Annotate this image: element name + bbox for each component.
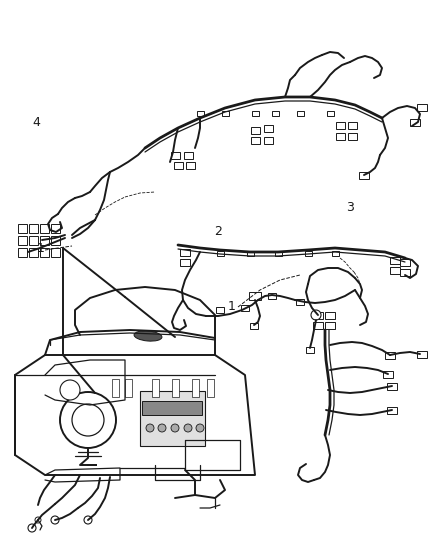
Bar bbox=[332, 251, 339, 255]
Circle shape bbox=[51, 516, 59, 524]
Circle shape bbox=[171, 424, 179, 432]
Bar bbox=[39, 236, 49, 245]
Circle shape bbox=[311, 310, 321, 320]
Bar bbox=[197, 110, 204, 116]
Bar bbox=[390, 266, 400, 273]
Bar bbox=[275, 251, 282, 255]
Circle shape bbox=[84, 516, 92, 524]
Bar bbox=[152, 379, 159, 397]
Bar bbox=[417, 351, 427, 358]
Ellipse shape bbox=[134, 331, 162, 341]
Bar bbox=[304, 251, 311, 255]
Bar bbox=[180, 259, 190, 265]
Bar bbox=[222, 110, 229, 116]
Bar bbox=[251, 136, 259, 143]
Bar bbox=[18, 247, 27, 256]
Bar bbox=[390, 256, 400, 263]
Bar bbox=[387, 407, 397, 414]
Bar bbox=[359, 172, 369, 179]
Bar bbox=[191, 379, 198, 397]
Bar bbox=[250, 323, 258, 329]
Bar bbox=[124, 379, 131, 397]
Text: 1: 1 bbox=[37, 241, 45, 254]
Circle shape bbox=[28, 524, 36, 532]
Bar bbox=[313, 311, 323, 319]
Bar bbox=[251, 126, 259, 133]
Bar bbox=[417, 103, 427, 110]
Bar bbox=[247, 251, 254, 255]
Bar bbox=[180, 248, 190, 255]
Bar bbox=[383, 370, 393, 377]
Bar bbox=[313, 321, 323, 328]
Bar bbox=[400, 259, 410, 265]
Bar bbox=[347, 133, 357, 140]
Text: 2: 2 bbox=[215, 225, 223, 238]
Bar bbox=[296, 299, 304, 305]
Bar bbox=[28, 223, 38, 232]
Bar bbox=[347, 122, 357, 128]
Bar bbox=[306, 347, 314, 353]
Circle shape bbox=[35, 517, 41, 523]
Bar bbox=[268, 293, 276, 299]
Bar bbox=[184, 151, 192, 158]
Bar bbox=[39, 247, 49, 256]
Bar bbox=[216, 307, 224, 313]
Bar bbox=[170, 151, 180, 158]
Bar bbox=[272, 110, 279, 116]
Bar bbox=[173, 161, 183, 168]
Bar bbox=[112, 379, 119, 397]
Bar bbox=[326, 110, 333, 116]
Circle shape bbox=[72, 404, 104, 436]
Text: 4: 4 bbox=[33, 116, 41, 129]
Circle shape bbox=[184, 424, 192, 432]
Bar bbox=[251, 110, 258, 116]
Circle shape bbox=[196, 424, 204, 432]
Bar bbox=[50, 236, 60, 245]
Bar bbox=[325, 311, 335, 319]
Bar bbox=[241, 305, 249, 311]
Circle shape bbox=[158, 424, 166, 432]
Bar bbox=[18, 236, 27, 245]
Circle shape bbox=[146, 424, 154, 432]
Bar bbox=[297, 110, 304, 116]
Circle shape bbox=[60, 392, 116, 448]
Bar bbox=[336, 133, 345, 140]
Bar bbox=[50, 223, 60, 232]
Bar bbox=[249, 292, 261, 300]
Bar bbox=[206, 379, 213, 397]
Bar bbox=[142, 401, 202, 415]
Bar bbox=[400, 269, 410, 276]
Bar bbox=[28, 247, 38, 256]
Circle shape bbox=[60, 380, 80, 400]
Bar bbox=[39, 223, 49, 232]
Bar bbox=[18, 223, 27, 232]
Bar bbox=[139, 391, 205, 446]
Text: 1: 1 bbox=[228, 300, 236, 313]
Text: 3: 3 bbox=[346, 201, 354, 214]
Bar bbox=[385, 351, 395, 359]
Bar bbox=[216, 251, 223, 255]
Bar bbox=[387, 383, 397, 390]
Bar bbox=[172, 379, 179, 397]
Bar bbox=[325, 321, 335, 328]
Bar bbox=[336, 122, 345, 128]
Bar bbox=[410, 118, 420, 125]
Bar bbox=[28, 236, 38, 245]
Bar bbox=[50, 247, 60, 256]
Bar bbox=[264, 125, 272, 132]
Bar bbox=[264, 136, 272, 143]
Bar bbox=[186, 161, 194, 168]
